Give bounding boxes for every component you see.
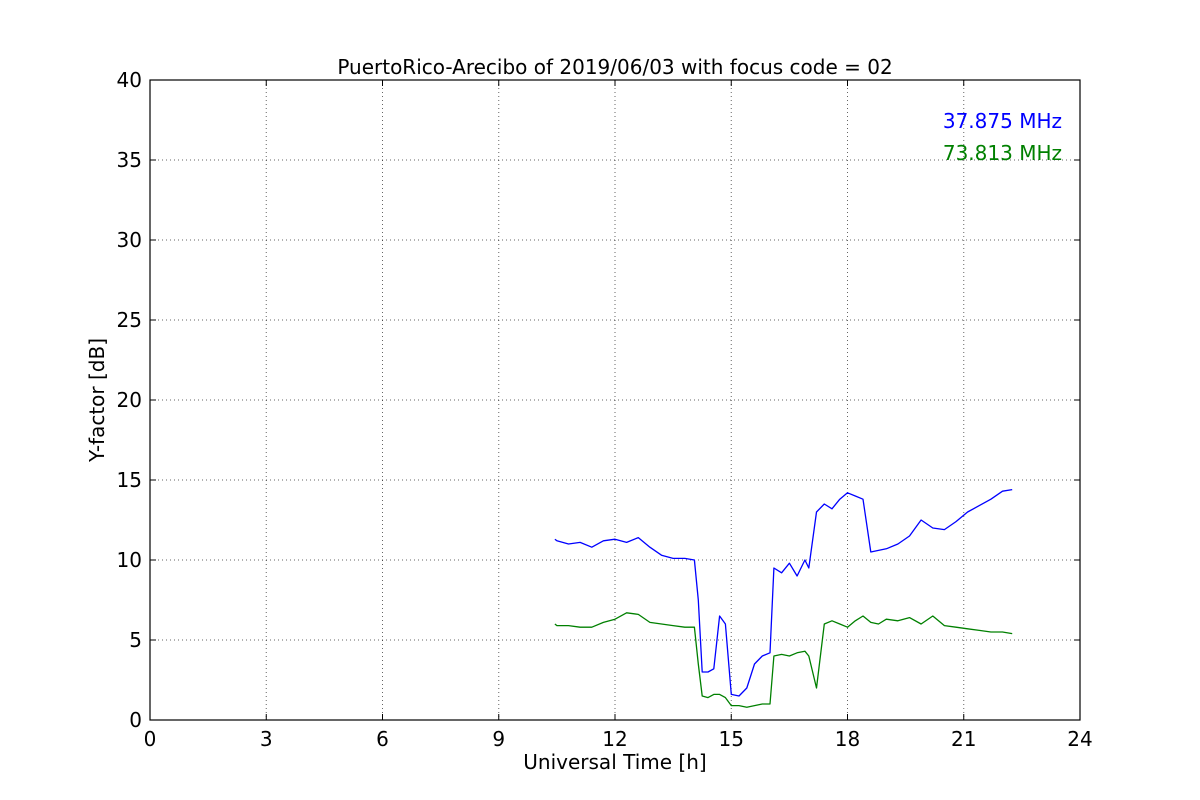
series-line-1	[554, 488, 1013, 697]
y-tick-label: 25	[117, 308, 142, 332]
x-tick-label: 9	[492, 727, 505, 751]
x-tick-label: 0	[144, 727, 157, 751]
legend-entry-1: 37.875 MHz	[943, 109, 1062, 133]
y-axis-label: Y-factor [dB]	[85, 338, 109, 463]
y-tick-label: 20	[117, 388, 142, 412]
y-tick-label: 35	[117, 148, 142, 172]
series-layer	[554, 488, 1013, 708]
x-axis-label: Universal Time [h]	[523, 750, 706, 774]
x-tick-label: 24	[1067, 727, 1092, 751]
y-tick-label: 0	[129, 708, 142, 732]
y-tick-label: 15	[117, 468, 142, 492]
y-tick-label: 30	[117, 228, 142, 252]
legend-layer: 37.875 MHz 73.813 MHz	[943, 109, 1062, 165]
series-line-2	[554, 612, 1013, 708]
x-tick-label: 18	[835, 727, 860, 751]
y-tick-label: 10	[117, 548, 142, 572]
grid-layer	[149, 79, 1081, 721]
x-tick-label: 21	[951, 727, 976, 751]
chart-title: PuertoRico-Arecibo of 2019/06/03 with fo…	[337, 55, 892, 79]
y-tick-label: 5	[129, 628, 142, 652]
tick-layer: 0 3 6 9 12 15 18 21 24 0 5 10 15 20 25 30 35 40	[117, 68, 1093, 751]
x-tick-label: 3	[260, 727, 273, 751]
x-tick-label: 15	[719, 727, 744, 751]
x-tick-label: 12	[602, 727, 627, 751]
x-tick-label: 6	[376, 727, 389, 751]
legend-entry-2: 73.813 MHz	[943, 141, 1062, 165]
y-tick-label: 40	[117, 68, 142, 92]
